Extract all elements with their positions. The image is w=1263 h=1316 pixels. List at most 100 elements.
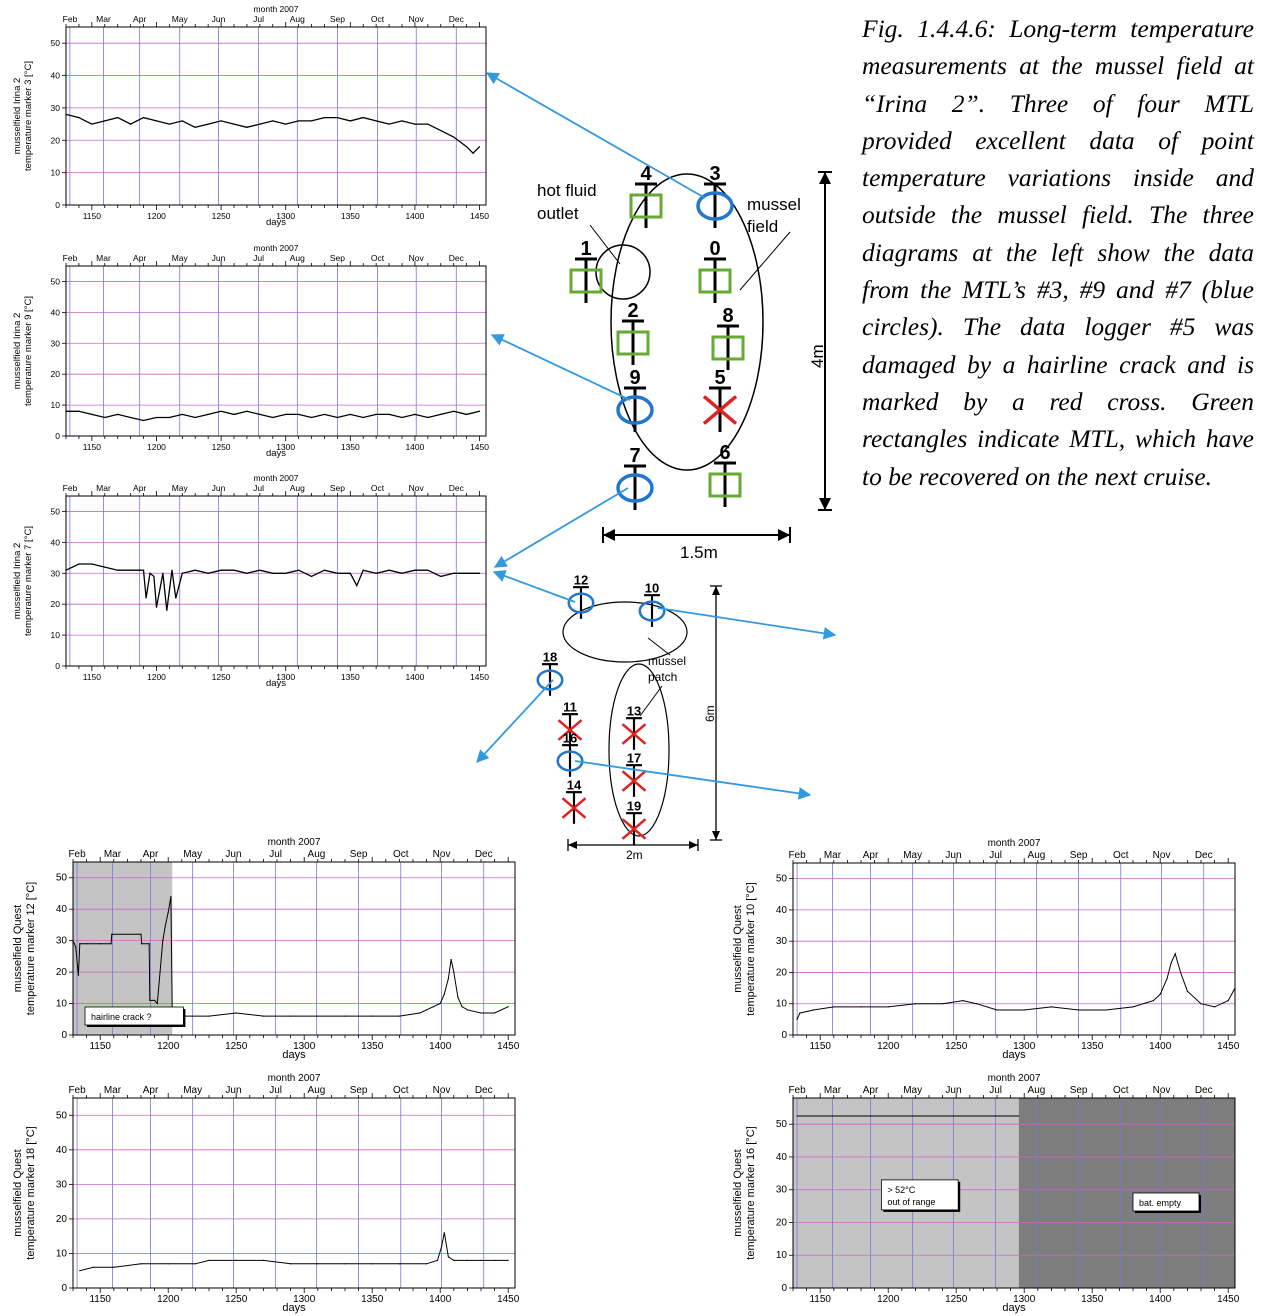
x-tick-label: 1250 (212, 211, 231, 221)
month-label: Oct (371, 253, 385, 263)
marker-10: 10 (638, 580, 666, 627)
data-point (194, 416, 196, 419)
data-point (155, 416, 158, 419)
data-point (272, 572, 274, 574)
month-label: Nov (1153, 850, 1171, 861)
y-tick-label: 20 (51, 135, 61, 145)
month-label: Oct (1113, 850, 1129, 861)
month-label: Jul (253, 483, 264, 493)
month-label: Oct (393, 1085, 409, 1096)
y-tick-label: 50 (51, 38, 61, 48)
data-point (1234, 987, 1236, 989)
month-label: Mar (104, 1085, 122, 1096)
data-point (181, 572, 183, 574)
data-point (1050, 1006, 1052, 1008)
series-line (66, 410, 480, 422)
arrow-marker-10 (657, 607, 837, 640)
y-tick-label: 20 (51, 599, 61, 609)
y-tick-label: 10 (776, 1250, 788, 1261)
marker-2: 2 (616, 300, 650, 365)
data-point (207, 572, 209, 574)
data-point (246, 572, 248, 574)
hot-fluid-label-1: hot fluid (537, 181, 597, 200)
month-label: Feb (788, 850, 806, 861)
green-rectangle (569, 268, 603, 294)
data-point (1023, 1009, 1025, 1011)
data-point (388, 123, 390, 125)
data-point (104, 566, 106, 568)
x-tick-label: 1300 (293, 1294, 316, 1305)
x-tick-label: 1250 (225, 1294, 248, 1305)
data-point (317, 1015, 319, 1017)
x-tick-label: 1450 (497, 1294, 520, 1305)
data-point (1214, 1006, 1216, 1008)
month-label: Mar (96, 253, 111, 263)
y-tick-label: 30 (51, 338, 61, 348)
data-point (130, 569, 132, 571)
x-tick-label: 1200 (147, 672, 166, 682)
marker-label: 16 (563, 730, 577, 745)
series-line (65, 113, 480, 155)
month-label: Apr (143, 849, 159, 860)
annotation-text: hairline crack ? (91, 1012, 152, 1022)
data-point (942, 1003, 944, 1005)
y-axis-label: temperature marker 12 [°C] (25, 882, 37, 1015)
month-label: Jun (212, 483, 226, 493)
month-label: Apr (133, 253, 146, 263)
y-tick-label: 50 (776, 874, 788, 885)
data-point (117, 117, 119, 119)
data-point (220, 569, 222, 571)
chart-irina-marker-9: 1150 1200 1250 1300 1350 1400 1450 0 10 20 30 40 50 F… (12, 243, 489, 459)
y-tick-label: 10 (56, 999, 68, 1010)
data-point (833, 1006, 835, 1008)
mussel-patch-outline (562, 601, 688, 663)
data-point (156, 1002, 158, 1005)
data-point (290, 1015, 292, 1017)
y-axis-label: musselfield Quest (732, 1149, 744, 1236)
data-point (401, 416, 403, 419)
data-point (1170, 962, 1172, 964)
plot-frame (65, 26, 487, 206)
data-point (310, 575, 313, 577)
marker-19: 19 (621, 798, 647, 845)
data-point (246, 410, 248, 412)
x-tick-label: 1400 (1149, 1294, 1172, 1305)
data-point (194, 1263, 196, 1265)
marker-label: 18 (543, 649, 557, 664)
data-point (336, 117, 338, 119)
month-label: Mar (96, 14, 111, 24)
data-point (436, 1259, 439, 1261)
month-label: Sep (1070, 850, 1088, 861)
month-label: Aug (1028, 850, 1046, 861)
data-point (375, 413, 377, 415)
hot-fluid-outlet-outline (595, 244, 651, 300)
x-tick-label: 1400 (1149, 1041, 1172, 1052)
figure-caption: Fig. 1.4.4.6: Long-term tem­perature mea… (862, 14, 1254, 491)
data-point (427, 416, 429, 419)
data-point (155, 606, 158, 608)
data-point (78, 410, 80, 412)
data-point (175, 597, 177, 599)
data-point (65, 569, 67, 571)
month-label: Sep (350, 1085, 368, 1096)
month-label: Jun (212, 253, 226, 263)
data-point (1018, 1115, 1020, 1117)
data-point (117, 413, 119, 415)
data-point (1174, 953, 1176, 955)
month-label: May (172, 253, 189, 263)
y-axis-label: musselfield Quest (732, 905, 744, 992)
data-point (401, 120, 403, 122)
arrow-marker-16 (574, 760, 812, 800)
x-tick-label: 1450 (1217, 1294, 1240, 1305)
data-point (356, 585, 358, 587)
data-point (914, 1003, 917, 1005)
y-tick-label: 10 (51, 630, 61, 640)
data-point (349, 572, 351, 574)
month-label: Dec (1195, 850, 1213, 861)
data-point (466, 146, 468, 148)
data-point (171, 569, 173, 571)
x-tick-label: 1400 (405, 211, 424, 221)
month-label: Jun (945, 1085, 961, 1096)
marker-7: 7 (616, 445, 654, 510)
data-point (233, 413, 235, 415)
